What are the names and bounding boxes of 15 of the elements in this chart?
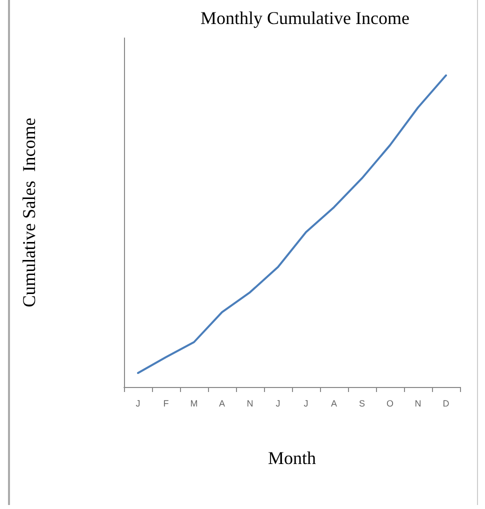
x-tick-label: D <box>442 398 450 408</box>
x-tick-label: O <box>386 398 394 408</box>
y-axis-title: Cumulative Sales Income <box>19 118 39 308</box>
x-tick-label: N <box>246 398 254 408</box>
x-tick-label: A <box>330 398 338 408</box>
x-tick-label: S <box>358 398 366 408</box>
x-tick-label: A <box>218 398 226 408</box>
x-tick-label: N <box>414 398 422 408</box>
chart-title: Monthly Cumulative Income <box>200 8 410 28</box>
x-tick-label: M <box>190 398 198 408</box>
x-axis-title: Month <box>268 448 316 468</box>
x-tick-label: J <box>276 398 280 408</box>
x-tick-label: F <box>163 398 170 408</box>
x-tick-label: J <box>136 398 140 408</box>
x-tick-label: J <box>304 398 308 408</box>
